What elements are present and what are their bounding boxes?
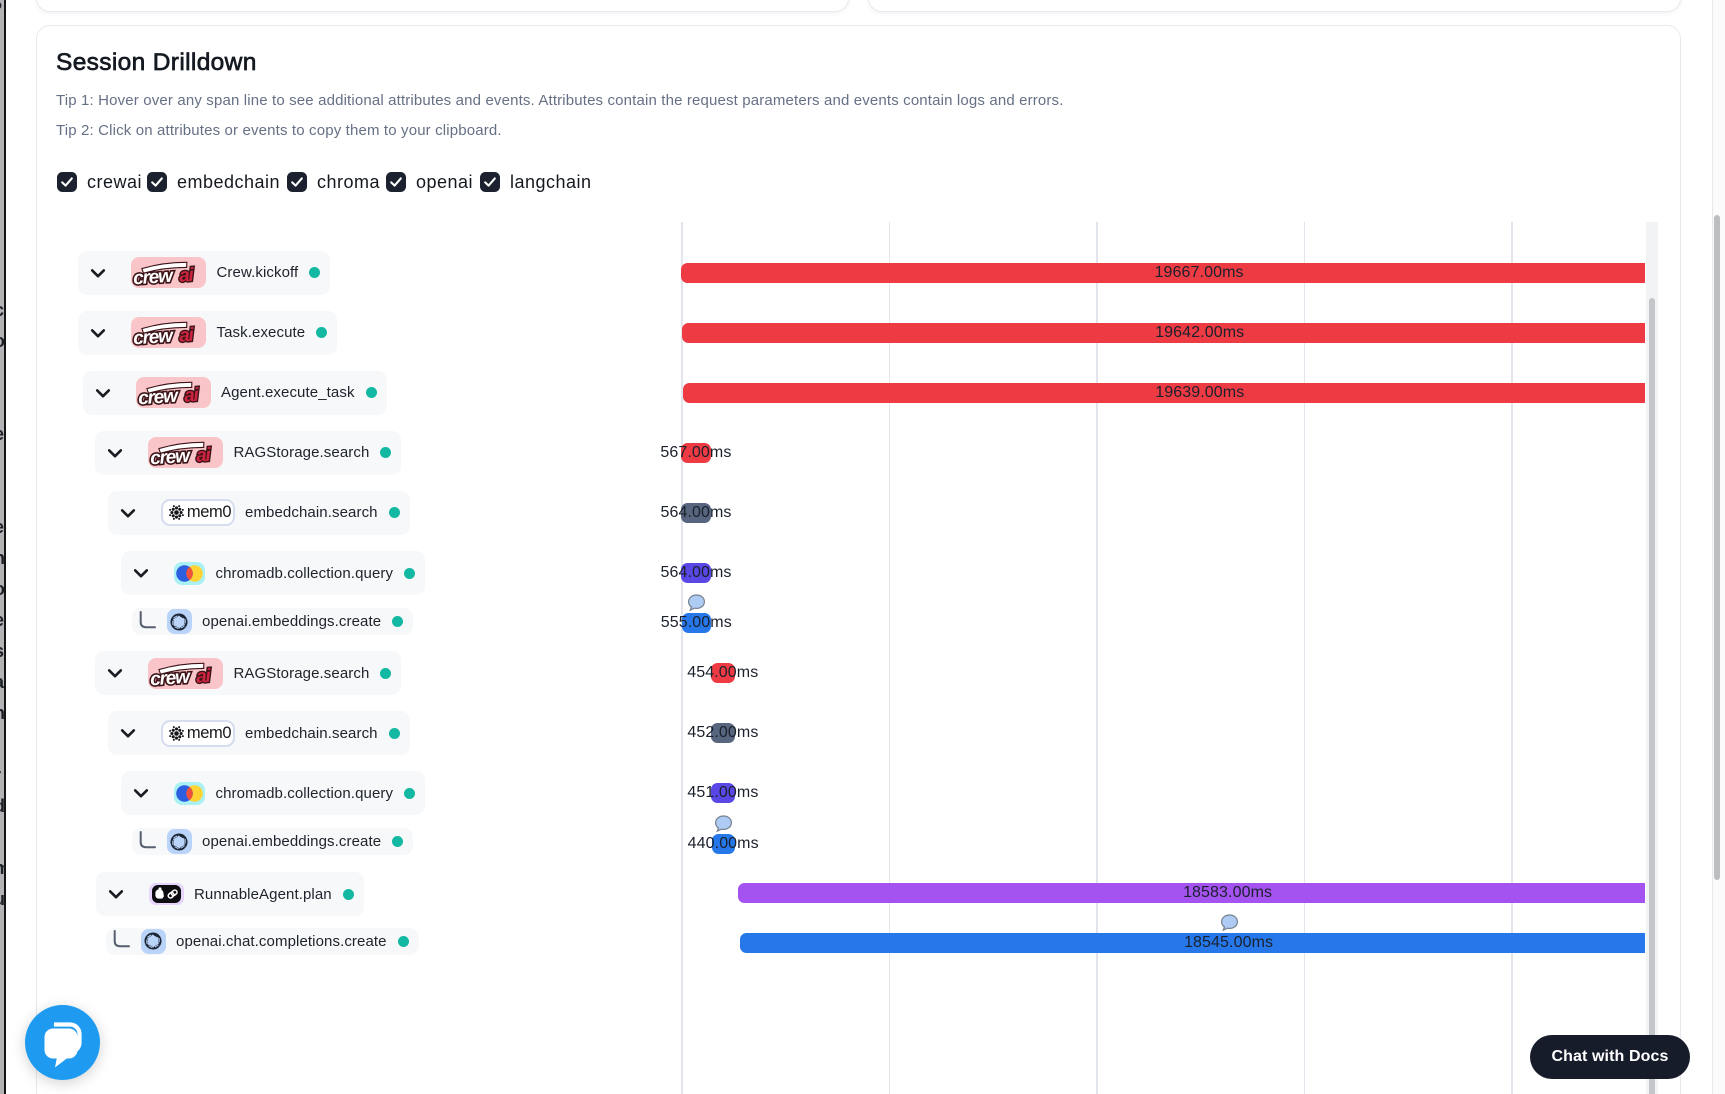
svg-text:ai: ai [183, 385, 200, 407]
svg-text:ai: ai [178, 265, 195, 287]
svg-text:ai: ai [195, 665, 212, 687]
svg-text:ai: ai [178, 325, 195, 347]
svg-text:ai: ai [195, 445, 212, 467]
